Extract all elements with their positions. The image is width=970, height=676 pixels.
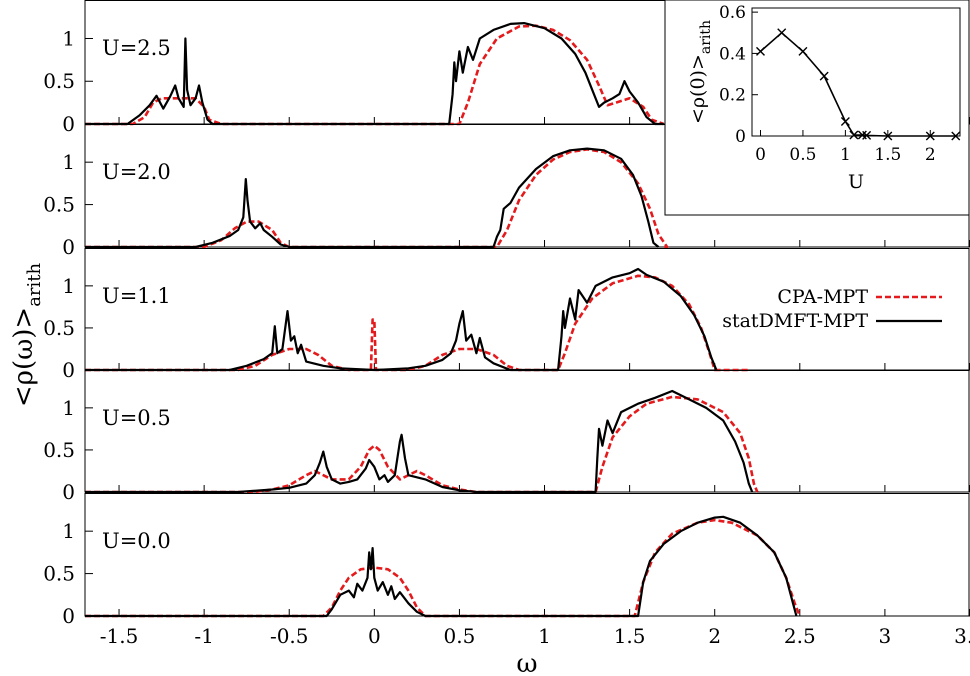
inset-point [883,131,893,141]
inset-point [798,46,808,56]
statdmft-mpt-line [85,515,798,618]
x-tick-label: 3.5 [954,624,970,648]
y-tick-label: 0.5 [43,69,75,93]
x-tick-label: 0 [368,624,381,648]
inset-x-tick-label: 0.5 [789,145,816,165]
x-tick-label: 2.5 [784,624,816,648]
inset-box [664,0,970,216]
panel-U-0-0: 0 0.5 1 U=0.0 [43,493,970,628]
y-tick-label: 1 [62,274,75,298]
inset-point [777,28,787,38]
statdmft-mpt-line [85,389,754,494]
panel-label: U=0.5 [102,406,171,430]
inset-point [755,46,765,56]
x-tick-label: -1 [194,624,213,648]
cpa-mpt-line [85,24,665,126]
inset-y-tick-label: 0 [735,127,746,147]
y-tick-label: 1 [62,26,75,50]
inset-point [819,71,829,81]
y-tick-label: 0 [62,112,75,136]
y-tick-label: 0.5 [43,193,75,217]
inset-point [925,131,935,141]
panel-label: U=2.5 [102,36,171,60]
panel-frame [84,493,970,617]
y-tick-label: 0 [62,480,75,504]
inset-point [840,117,850,127]
inset-x-tick-label: 1 [840,145,851,165]
inset-point [849,130,859,140]
panel-label: U=0.0 [102,529,171,553]
inset-y-tick-label: 0.6 [719,3,746,23]
y-axis-title: <ρ(ω)>arith [9,262,45,407]
legend-label-cpa: CPA-MPT [777,286,868,308]
inset-x-tick-label: 1.5 [874,145,901,165]
x-tick-label: 3 [879,624,892,648]
inset-x-tick-label: 2 [925,145,936,165]
statdmft-mpt-line [85,22,664,126]
x-tick-label: 2 [708,624,721,648]
inset-point [862,130,872,140]
panel-U-1-1: 0 0.5 1 U=1.1 [43,248,970,382]
cpa-mpt-line [85,518,802,618]
y-tick-label: 0.5 [43,562,75,586]
y-tick-label: 0.5 [43,438,75,462]
panel-label: U=1.1 [102,284,171,308]
x-tick-label: 1.5 [614,624,646,648]
panel-U-2-0: 0 0.5 1 U=2.0 [43,124,970,259]
y-tick-label: 0.5 [43,316,75,340]
inset-y-tick-label: 0.4 [719,44,746,64]
cpa-mpt-line [85,148,669,249]
legend-label-statdmft: statDMFT-MPT [722,310,868,332]
x-tick-label: -1.5 [100,624,139,648]
y-tick-label: 1 [62,150,75,174]
cpa-mpt-line [85,274,749,372]
inset-y-tick-label: 0.2 [719,86,746,106]
y-tick-label: 0 [62,358,75,382]
statdmft-mpt-line [85,147,660,249]
x-tick-label: 0.5 [444,624,476,648]
x-tick-label: 1 [538,624,551,648]
inset-frame [751,7,961,137]
y-tick-label: 0 [62,604,75,628]
inset-x-tick-label: 0 [755,145,766,165]
y-tick-label: 0 [62,235,75,259]
statdmft-mpt-line [85,267,718,372]
panel-label: U=2.0 [102,160,171,184]
x-tick-label: -0.5 [270,624,309,648]
panel-frame [84,370,970,493]
inset-x-title: U [848,171,864,193]
inset-point [951,131,961,141]
x-axis-title: ω [516,649,537,676]
panel-U-0-5: 0 0.5 1 U=0.5 [43,370,970,504]
y-tick-label: 1 [62,396,75,420]
y-tick-label: 1 [62,519,75,543]
